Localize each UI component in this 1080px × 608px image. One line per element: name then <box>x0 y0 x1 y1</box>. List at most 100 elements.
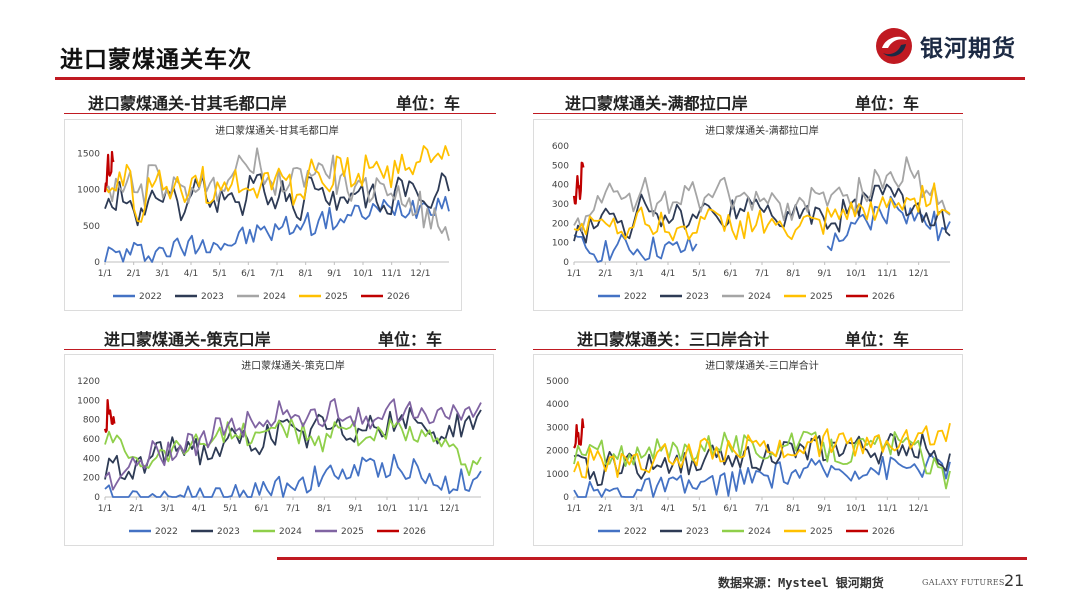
footer-divider <box>277 557 1027 560</box>
x-tick-label: 8/1 <box>786 269 800 279</box>
x-tick-label: 10/1 <box>846 504 866 514</box>
legend-label: 2026 <box>872 292 895 302</box>
panel-title: 进口蒙煤通关：三口岸合计 <box>577 330 770 349</box>
x-tick-label: 6/1 <box>723 504 737 514</box>
series-line-2023 <box>104 172 450 227</box>
panel-unit: 单位：车 <box>845 330 910 349</box>
legend-label: 2024 <box>748 292 771 302</box>
series-line-2025 <box>104 145 450 223</box>
y-tick-label: 400 <box>83 454 100 464</box>
x-tick-label: 10/1 <box>353 269 373 279</box>
y-tick-label: 1200 <box>77 377 100 387</box>
y-tick-label: 4000 <box>546 400 569 410</box>
x-tick-label: 9/1 <box>817 504 831 514</box>
x-tick-label: 4/1 <box>661 504 675 514</box>
x-tick-label: 3/1 <box>629 504 643 514</box>
series-line-2026 <box>573 418 585 449</box>
footer-brand: GALAXY FUTURES <box>922 578 1005 587</box>
x-tick-label: 3/1 <box>629 269 643 279</box>
y-tick-label: 0 <box>94 493 100 503</box>
x-tick-label: 4/1 <box>192 504 206 514</box>
x-tick-label: 3/1 <box>155 269 169 279</box>
x-tick-label: 8/1 <box>317 504 331 514</box>
legend-label: 2024 <box>748 527 771 537</box>
legend-label: 2022 <box>155 527 178 537</box>
x-tick-label: 6/1 <box>241 269 255 279</box>
legend-label: 2025 <box>810 292 833 302</box>
y-tick-label: 400 <box>552 181 569 191</box>
x-tick-label: 12/1 <box>909 269 929 279</box>
x-tick-label: 9/1 <box>327 269 341 279</box>
y-tick-label: 200 <box>552 219 569 229</box>
x-tick-label: 9/1 <box>348 504 362 514</box>
legend-label: 2025 <box>325 292 348 302</box>
x-tick-label: 10/1 <box>846 269 866 279</box>
x-tick-label: 10/1 <box>377 504 397 514</box>
series-line-2022 <box>573 453 951 498</box>
series-line-2022 <box>104 453 482 498</box>
galaxy-logo-icon <box>876 28 912 64</box>
x-tick-label: 1/1 <box>567 504 581 514</box>
brand-logo: 银河期货 <box>874 26 1016 66</box>
x-tick-label: 12/1 <box>909 504 929 514</box>
chart-title: 进口蒙煤通关-甘其毛都口岸 <box>215 124 339 137</box>
x-tick-label: 11/1 <box>877 269 897 279</box>
legend-label: 2022 <box>624 527 647 537</box>
x-tick-label: 12/1 <box>410 269 430 279</box>
panel-unit: 单位：车 <box>396 94 461 113</box>
y-tick-label: 0 <box>563 258 569 268</box>
y-tick-label: 1500 <box>77 149 100 159</box>
x-tick-label: 7/1 <box>286 504 300 514</box>
panel-title: 进口蒙煤通关-甘其毛都口岸 <box>88 94 287 113</box>
y-tick-label: 500 <box>552 161 569 171</box>
x-tick-label: 4/1 <box>184 269 198 279</box>
panel-header-1: 进口蒙煤通关-甘其毛都口岸 单位：车 <box>64 88 496 114</box>
legend-label: 2025 <box>341 527 364 537</box>
page-number: 21 <box>1004 571 1025 590</box>
series-line-2022 <box>573 195 951 263</box>
legend-label: 2023 <box>217 527 240 537</box>
y-tick-label: 0 <box>94 258 100 268</box>
chart-svg: 进口蒙煤通关-三口岸合计 0 1000 2000 3000 4000 5000 1/1 2/1 3… <box>546 359 951 537</box>
panel-header-3: 进口蒙煤通关-策克口岸 单位：车 <box>64 324 496 350</box>
x-tick-label: 2/1 <box>598 269 612 279</box>
legend-label: 2026 <box>387 292 410 302</box>
y-tick-label: 0 <box>563 493 569 503</box>
x-tick-label: 3/1 <box>160 504 174 514</box>
series-line-2026 <box>103 399 116 433</box>
x-tick-label: 2/1 <box>126 269 140 279</box>
x-tick-label: 1/1 <box>98 504 112 514</box>
x-tick-label: 6/1 <box>254 504 268 514</box>
page-title: 进口蒙煤通关车次 <box>60 47 252 73</box>
legend-label: 2023 <box>686 527 709 537</box>
panel-title: 进口蒙煤通关-满都拉口岸 <box>565 94 748 113</box>
brand-name: 银河期货 <box>920 36 1016 62</box>
panel-header-4: 进口蒙煤通关：三口岸合计 单位：车 <box>533 324 963 350</box>
series-line-2026 <box>572 161 585 205</box>
series-line-2024 <box>104 147 450 241</box>
y-tick-label: 600 <box>552 142 569 152</box>
chart-svg: 进口蒙煤通关-策克口岸 0 200 400 600 800 1000 1200 1/1 2/1 3/… <box>77 359 482 537</box>
x-tick-label: 6/1 <box>723 269 737 279</box>
y-tick-label: 1000 <box>77 396 100 406</box>
legend-label: 2023 <box>201 292 224 302</box>
legend-label: 2026 <box>872 527 895 537</box>
x-tick-label: 7/1 <box>755 504 769 514</box>
x-tick-label: 2/1 <box>129 504 143 514</box>
x-tick-label: 8/1 <box>786 504 800 514</box>
chart-title: 进口蒙煤通关-三口岸合计 <box>705 359 819 372</box>
legend-label: 2026 <box>403 527 426 537</box>
legend-label: 2022 <box>624 292 647 302</box>
panel-unit: 单位：车 <box>378 330 443 349</box>
x-tick-label: 5/1 <box>223 504 237 514</box>
x-tick-label: 7/1 <box>755 269 769 279</box>
chart-ganqimaodu: 进口蒙煤通关-甘其毛都口岸 0 500 1000 1500 1/1 2/1 3/1 4/1 5/1… <box>64 119 462 311</box>
y-tick-label: 600 <box>83 435 100 445</box>
y-tick-label: 5000 <box>546 377 569 387</box>
x-tick-label: 1/1 <box>567 269 581 279</box>
y-tick-label: 800 <box>83 416 100 426</box>
x-tick-label: 11/1 <box>408 504 428 514</box>
title-divider <box>55 77 1025 80</box>
legend-label: 2024 <box>263 292 286 302</box>
series-line-2026 <box>103 150 115 193</box>
